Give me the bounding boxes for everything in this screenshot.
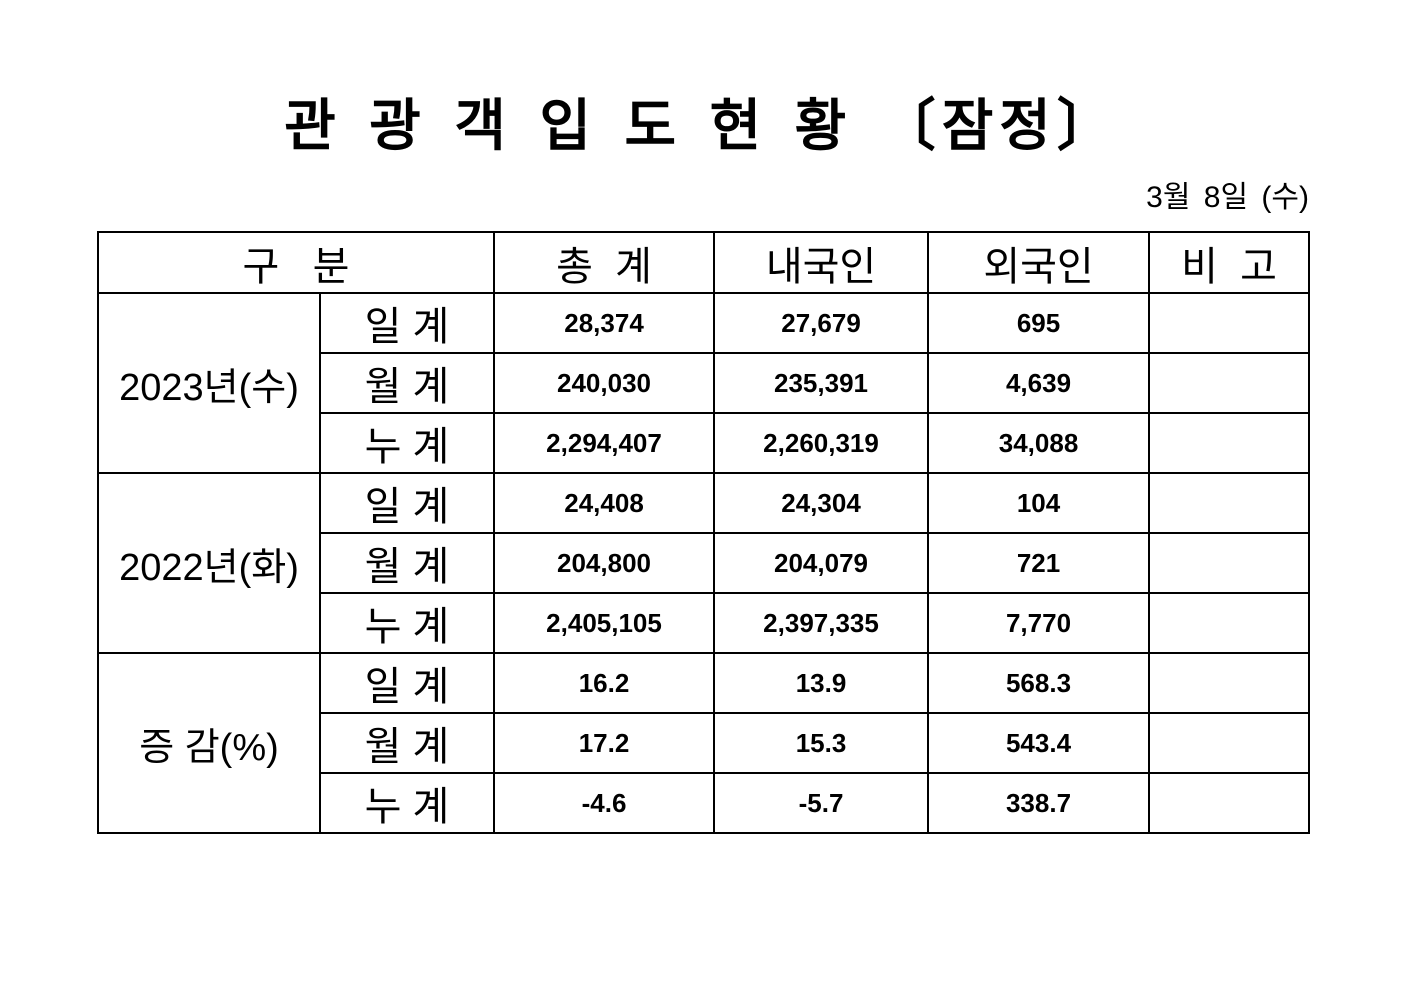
row-label-monthly: 월 계 <box>318 532 496 594</box>
header-cell-remarks: 비 고 <box>1148 231 1311 294</box>
row-label-cumulative: 누 계 <box>318 592 496 654</box>
value-remarks <box>1148 592 1311 654</box>
row-label-daily: 일 계 <box>318 472 496 534</box>
value-remarks <box>1148 532 1311 594</box>
value-foreign: 7,770 <box>927 592 1151 654</box>
value-remarks <box>1148 772 1311 834</box>
header-cell-domestic: 내국인 <box>713 231 930 294</box>
value-total: 2,294,407 <box>493 412 716 474</box>
table-row: 누 계 2,294,407 2,260,319 34,088 <box>98 412 1311 474</box>
value-domestic: 27,679 <box>713 292 930 354</box>
value-foreign: 568.3 <box>927 652 1151 714</box>
header-cell-foreign: 외국인 <box>927 231 1151 294</box>
value-remarks <box>1148 352 1311 414</box>
value-foreign: 104 <box>927 472 1151 534</box>
header-cell-total: 총 계 <box>493 231 716 294</box>
value-domestic: 2,260,319 <box>713 412 930 474</box>
row-label-daily: 일 계 <box>318 292 496 354</box>
row-label-cumulative: 누 계 <box>318 772 496 834</box>
group-label-2022: 2022년(화) <box>97 472 321 654</box>
table-row: 월 계 240,030 235,391 4,639 <box>98 352 1311 414</box>
value-total: 240,030 <box>493 352 716 414</box>
value-total: 28,374 <box>493 292 716 354</box>
value-total: 204,800 <box>493 532 716 594</box>
value-domestic: 13.9 <box>713 652 930 714</box>
table-row: 누 계 2,405,105 2,397,335 7,770 <box>98 592 1311 654</box>
row-label-daily: 일 계 <box>318 652 496 714</box>
value-remarks <box>1148 472 1311 534</box>
group-label-change-percent: 증 감(%) <box>97 652 321 834</box>
row-label-cumulative: 누 계 <box>318 412 496 474</box>
value-domestic: -5.7 <box>713 772 930 834</box>
value-remarks <box>1148 712 1311 774</box>
value-domestic: 235,391 <box>713 352 930 414</box>
value-foreign: 34,088 <box>927 412 1151 474</box>
value-total: 2,405,105 <box>493 592 716 654</box>
value-domestic: 204,079 <box>713 532 930 594</box>
row-label-monthly: 월 계 <box>318 352 496 414</box>
group-label-2023: 2023년(수) <box>97 292 321 474</box>
table-row: 2023년(수) 일 계 28,374 27,679 695 <box>97 292 1311 474</box>
header-cell-category: 구 분 <box>96 231 496 294</box>
value-foreign: 543.4 <box>927 712 1151 774</box>
value-foreign: 338.7 <box>927 772 1151 834</box>
table-row: 증 감(%) 일 계 16.2 13.9 568.3 <box>97 652 1311 834</box>
value-foreign: 721 <box>927 532 1151 594</box>
value-total: 17.2 <box>493 712 716 774</box>
table-row: 월 계 204,800 204,079 721 <box>98 532 1311 594</box>
document-title: 관 광 객 입 도 현 황 〔잠정〕 <box>284 94 1119 157</box>
table-row: 월 계 17.2 15.3 543.4 <box>98 712 1311 774</box>
value-remarks <box>1148 292 1311 354</box>
table-row: 누 계 -4.6 -5.7 338.7 <box>98 772 1311 834</box>
value-total: 16.2 <box>493 652 716 714</box>
value-domestic: 15.3 <box>713 712 930 774</box>
value-remarks <box>1148 412 1311 474</box>
value-domestic: 2,397,335 <box>713 592 930 654</box>
value-total: -4.6 <box>493 772 716 834</box>
value-foreign: 695 <box>927 292 1151 354</box>
value-domestic: 24,304 <box>713 472 930 534</box>
report-date: 3월 8일 (수) <box>1146 181 1309 214</box>
value-foreign: 4,639 <box>927 352 1151 414</box>
value-total: 24,408 <box>493 472 716 534</box>
row-label-monthly: 월 계 <box>318 712 496 774</box>
tourist-arrivals-table: 구 분 총 계 내국인 외국인 비 고 2023년(수) 일 계 28,374 … <box>96 231 1311 834</box>
table-row: 2022년(화) 일 계 24,408 24,304 104 <box>97 472 1311 654</box>
table-header-row: 구 분 총 계 내국인 외국인 비 고 <box>96 231 1311 294</box>
value-remarks <box>1148 652 1311 714</box>
